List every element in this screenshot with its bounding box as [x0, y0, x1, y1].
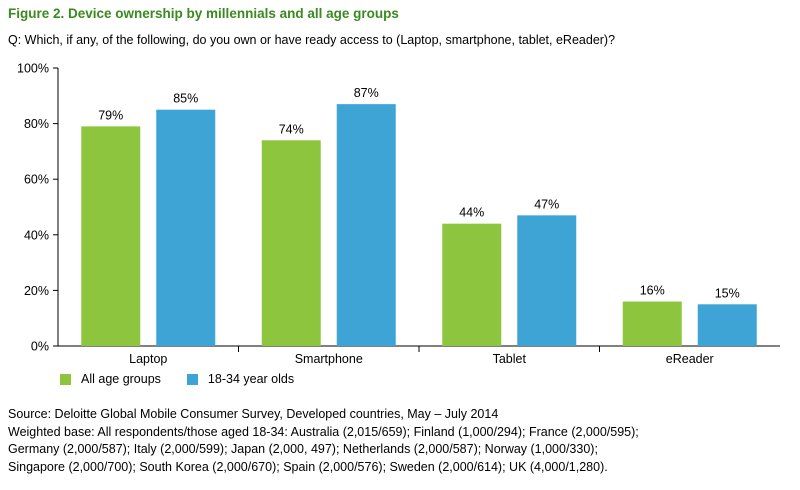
- bar: [697, 304, 757, 346]
- bar-chart: 0% 20% 40% 60% 80% 100% 79% 85% Laptop 74% 87% Smar…: [17, 62, 780, 366]
- bar-value-label: 85%: [173, 92, 198, 106]
- legend-label-all-age-groups: All age groups: [81, 372, 161, 386]
- weighted-base-line: Weighted base: All respondents/those age…: [8, 424, 639, 439]
- x-category-label: Laptop: [129, 352, 167, 366]
- bar: [81, 126, 141, 346]
- bar: [622, 301, 682, 346]
- bar-value-label: 15%: [715, 286, 740, 300]
- chart-legend: All age groups 18-34 year olds: [60, 372, 294, 386]
- source-line: Source: Deloitte Global Mobile Consumer …: [8, 407, 499, 421]
- y-tick-label: 100%: [17, 62, 49, 76]
- y-tick-label: 60%: [24, 173, 49, 187]
- survey-question: Q: Which, if any, of the following, do y…: [8, 33, 616, 47]
- bar-value-label: 87%: [354, 86, 379, 100]
- bar: [336, 104, 396, 346]
- weighted-base-line: Singapore (2,000/700); South Korea (2,00…: [8, 459, 608, 474]
- y-tick-label: 80%: [24, 117, 49, 131]
- bar-value-label: 79%: [98, 108, 123, 122]
- y-tick-label: 20%: [24, 284, 49, 298]
- y-tick-label: 0%: [31, 340, 49, 354]
- bar-value-label: 47%: [534, 197, 559, 211]
- bar-value-label: 74%: [279, 122, 304, 136]
- bar: [156, 109, 216, 346]
- x-category-label: Tablet: [493, 352, 527, 366]
- x-category-label: eReader: [666, 352, 714, 366]
- legend-swatch-all-age-groups: [60, 373, 71, 385]
- bar-value-label: 16%: [640, 284, 665, 298]
- y-tick-label: 40%: [24, 228, 49, 242]
- figure-title: Figure 2. Device ownership by millennial…: [8, 6, 399, 21]
- bar-value-label: 44%: [459, 206, 484, 220]
- legend-swatch-18-34: [186, 373, 198, 385]
- legend-label-18-34: 18-34 year olds: [207, 372, 295, 386]
- weighted-base-line: Germany (2,000/587); Italy (2,000/599); …: [8, 442, 598, 456]
- bar: [517, 215, 577, 346]
- bar: [442, 223, 502, 346]
- source-notes: Source: Deloitte Global Mobile Consumer …: [8, 406, 639, 476]
- legend-item-all-age-groups: All age groups: [60, 372, 161, 386]
- bar: [261, 140, 321, 346]
- x-category-label: Smartphone: [295, 352, 363, 366]
- legend-item-18-34: 18-34 year olds: [186, 372, 295, 386]
